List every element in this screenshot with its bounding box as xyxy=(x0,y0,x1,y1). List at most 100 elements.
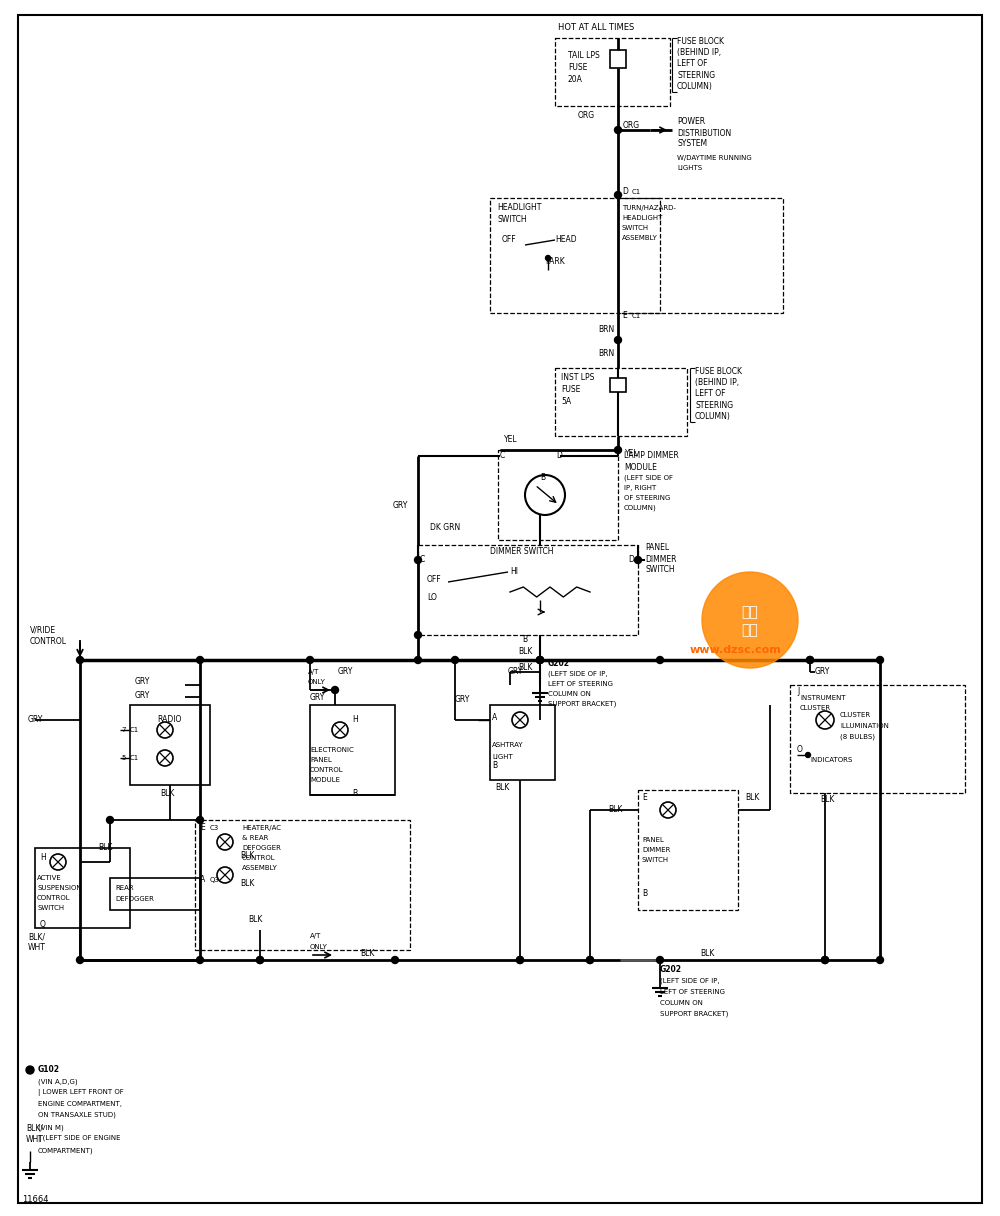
Circle shape xyxy=(196,657,204,664)
Circle shape xyxy=(806,657,814,664)
Circle shape xyxy=(196,957,204,963)
Bar xyxy=(610,50,626,68)
Circle shape xyxy=(586,957,594,963)
Text: PANEL: PANEL xyxy=(642,837,664,843)
Text: C1: C1 xyxy=(632,188,641,195)
Bar xyxy=(35,848,130,928)
Text: ONLY: ONLY xyxy=(310,944,328,950)
Text: ELECTRONIC: ELECTRONIC xyxy=(310,747,354,753)
Bar xyxy=(555,38,670,106)
Text: ONLY: ONLY xyxy=(308,679,326,685)
Bar xyxy=(490,198,660,313)
Text: GRY: GRY xyxy=(815,668,830,676)
Text: Q: Q xyxy=(40,919,46,929)
Circle shape xyxy=(76,657,84,664)
Circle shape xyxy=(306,657,314,664)
Text: GRY: GRY xyxy=(508,668,523,676)
Text: COMPARTMENT): COMPARTMENT) xyxy=(38,1148,94,1154)
Circle shape xyxy=(76,957,84,963)
Text: 20A: 20A xyxy=(568,74,583,84)
Text: STEERING: STEERING xyxy=(677,71,715,79)
Text: CLUSTER: CLUSTER xyxy=(840,713,871,717)
Text: COLUMN): COLUMN) xyxy=(624,505,657,511)
Text: BRN: BRN xyxy=(598,326,614,334)
Text: D: D xyxy=(628,556,634,564)
Text: H: H xyxy=(352,715,358,725)
Text: BLK/: BLK/ xyxy=(28,933,45,941)
Text: (BEHIND IP,: (BEHIND IP, xyxy=(695,378,739,388)
Text: ASSEMBLY: ASSEMBLY xyxy=(242,865,278,871)
Text: (LEFT SIDE OF IP,: (LEFT SIDE OF IP, xyxy=(660,978,720,984)
Text: LEFT OF: LEFT OF xyxy=(677,60,708,68)
Circle shape xyxy=(822,957,828,963)
Text: RADIO: RADIO xyxy=(157,715,181,725)
Text: BLK: BLK xyxy=(240,878,254,888)
Circle shape xyxy=(656,657,664,664)
Bar xyxy=(555,368,687,437)
Circle shape xyxy=(614,337,622,343)
Text: DK GRN: DK GRN xyxy=(430,524,460,533)
Text: DISTRIBUTION: DISTRIBUTION xyxy=(677,129,731,137)
Text: HEADLIGHT: HEADLIGHT xyxy=(622,215,662,221)
Text: GRY: GRY xyxy=(135,691,150,699)
Text: TURN/HAZARD-: TURN/HAZARD- xyxy=(622,206,676,212)
Text: (VIN M): (VIN M) xyxy=(38,1125,64,1131)
Text: B: B xyxy=(522,636,527,644)
Circle shape xyxy=(106,816,114,823)
Text: YEL: YEL xyxy=(625,449,639,457)
Text: INSTRUMENT: INSTRUMENT xyxy=(800,696,846,700)
Text: C1: C1 xyxy=(632,313,641,319)
Circle shape xyxy=(806,657,814,664)
Circle shape xyxy=(822,957,828,963)
Text: GRY: GRY xyxy=(28,715,43,725)
Bar xyxy=(490,705,555,779)
Text: SWITCH: SWITCH xyxy=(645,565,675,574)
Text: CONTROL: CONTROL xyxy=(310,767,344,773)
Text: STEERING: STEERING xyxy=(695,400,733,410)
Text: BLK: BLK xyxy=(495,783,509,792)
Text: C: C xyxy=(500,451,505,461)
Text: A/T: A/T xyxy=(310,933,321,939)
Text: W/DAYTIME RUNNING: W/DAYTIME RUNNING xyxy=(677,154,752,161)
Text: INST LPS: INST LPS xyxy=(561,373,594,383)
Text: TAIL LPS: TAIL LPS xyxy=(568,51,600,60)
Text: SYSTEM: SYSTEM xyxy=(677,140,707,148)
Text: SUSPENSION: SUSPENSION xyxy=(37,885,82,891)
Text: CONTROL: CONTROL xyxy=(242,855,276,861)
Text: GRY: GRY xyxy=(338,668,353,676)
Text: REAR: REAR xyxy=(115,885,134,891)
Text: OF STEERING: OF STEERING xyxy=(624,495,670,501)
Text: Q3: Q3 xyxy=(210,877,220,883)
Circle shape xyxy=(536,657,544,664)
Circle shape xyxy=(415,557,422,563)
Circle shape xyxy=(256,957,264,963)
Text: CLUSTER: CLUSTER xyxy=(800,705,831,711)
Circle shape xyxy=(656,957,664,963)
Text: BLK: BLK xyxy=(608,805,622,815)
Text: BRN: BRN xyxy=(598,349,614,358)
Text: (VIN A,D,G): (VIN A,D,G) xyxy=(38,1079,78,1085)
Text: PARK: PARK xyxy=(545,258,565,266)
Text: COLUMN ON: COLUMN ON xyxy=(660,1000,703,1006)
Text: LIGHTS: LIGHTS xyxy=(677,165,702,171)
Text: SWITCH: SWITCH xyxy=(37,905,64,911)
Text: A: A xyxy=(200,876,205,884)
Text: IP, RIGHT: IP, RIGHT xyxy=(624,485,656,491)
Text: ORG: ORG xyxy=(623,120,640,129)
Text: H: H xyxy=(40,854,46,862)
Text: ON TRANSAXLE STUD): ON TRANSAXLE STUD) xyxy=(38,1111,116,1119)
Text: BLK: BLK xyxy=(820,795,834,805)
Circle shape xyxy=(614,126,622,134)
Text: ASSEMBLY: ASSEMBLY xyxy=(622,235,658,241)
Circle shape xyxy=(256,957,264,963)
Text: ILLUMINATION: ILLUMINATION xyxy=(840,724,889,730)
Text: BLK: BLK xyxy=(518,647,532,657)
Text: (LEFT SIDE OF: (LEFT SIDE OF xyxy=(624,474,673,482)
Circle shape xyxy=(196,816,204,823)
Text: G202: G202 xyxy=(548,659,570,668)
Text: LEFT OF STEERING: LEFT OF STEERING xyxy=(548,681,613,687)
Bar xyxy=(498,450,618,540)
Text: MODULE: MODULE xyxy=(624,462,657,472)
Text: J: J xyxy=(797,687,799,696)
Text: HOT AT ALL TIMES: HOT AT ALL TIMES xyxy=(558,23,634,33)
